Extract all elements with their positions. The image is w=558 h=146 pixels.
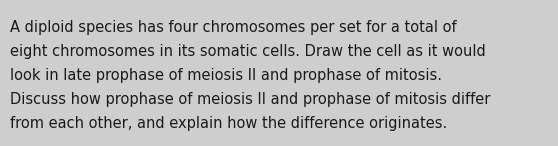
Text: eight chromosomes in its somatic cells. Draw the cell as it would: eight chromosomes in its somatic cells. … <box>10 44 486 59</box>
Text: look in late prophase of meiosis II and prophase of mitosis.: look in late prophase of meiosis II and … <box>10 68 442 83</box>
Text: A diploid species has four chromosomes per set for a total of: A diploid species has four chromosomes p… <box>10 20 456 35</box>
Text: from each other, and explain how the difference originates.: from each other, and explain how the dif… <box>10 116 448 131</box>
Text: Discuss how prophase of meiosis II and prophase of mitosis differ: Discuss how prophase of meiosis II and p… <box>10 92 490 107</box>
